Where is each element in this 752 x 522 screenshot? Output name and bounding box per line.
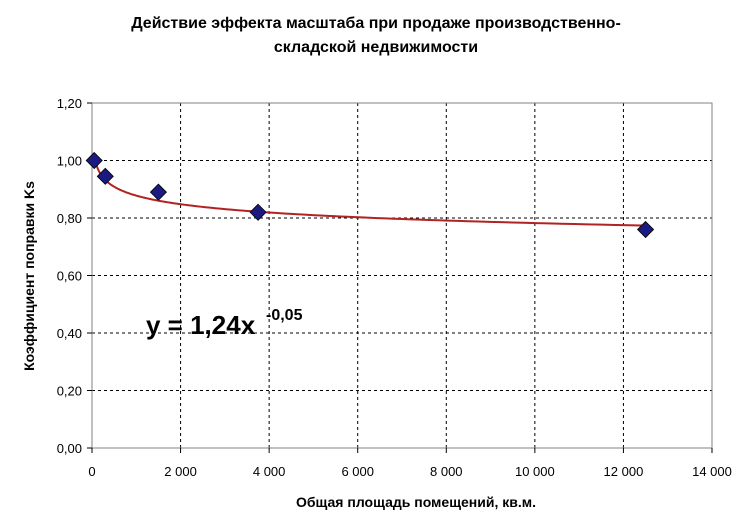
- y-tick-label-2: 0,40: [57, 326, 82, 341]
- chart-title: Действие эффекта масштаба при продаже пр…: [0, 12, 752, 60]
- y-tick-label-1: 0,20: [57, 384, 82, 399]
- data-point-3: [249, 203, 267, 221]
- y-tick-label-3: 0,60: [57, 269, 82, 284]
- x-tick-label-4: 8 000: [430, 464, 463, 479]
- x-tick-label-6: 12 000: [604, 464, 644, 479]
- x-axis-title: Общая площадь помещений, кв.м.: [296, 494, 536, 510]
- trendline: [93, 154, 646, 227]
- data-point-4: [637, 220, 655, 239]
- data-points: [85, 151, 655, 239]
- grid-lines: [92, 102, 713, 448]
- data-point-1: [96, 167, 114, 185]
- trendline-equation: y = 1,24x: [146, 310, 256, 340]
- y-axis-ticks: 0,00 0,20 0,40 0,60 0,80 1,00 1,20: [57, 96, 92, 456]
- x-tick-label-1: 2 000: [164, 464, 197, 479]
- y-axis-title: Коэффициент поправки Ks: [21, 181, 37, 371]
- trendline-equation-exponent: -0,05: [266, 307, 303, 324]
- y-tick-label-0: 0,00: [57, 441, 82, 456]
- x-tick-label-5: 10 000: [515, 464, 555, 479]
- x-tick-label-2: 4 000: [253, 464, 286, 479]
- x-tick-label-3: 6 000: [341, 464, 374, 479]
- data-point-2: [149, 183, 167, 201]
- x-tick-label-0: 0: [88, 464, 95, 479]
- x-axis-ticks: 0 2 000 4 000 6 000 8 000 10 000 12 000 14 000: [88, 448, 732, 479]
- chart-title-line-1: Действие эффекта масштаба при продаже пр…: [131, 15, 621, 32]
- chart-title-line-2: складской недвижимости: [273, 39, 479, 56]
- y-tick-label-6: 1,20: [57, 96, 82, 111]
- y-tick-label-4: 0,80: [57, 211, 82, 226]
- data-point-0: [85, 151, 103, 170]
- y-tick-label-5: 1,00: [57, 154, 82, 169]
- x-tick-label-7: 14 000: [692, 464, 732, 479]
